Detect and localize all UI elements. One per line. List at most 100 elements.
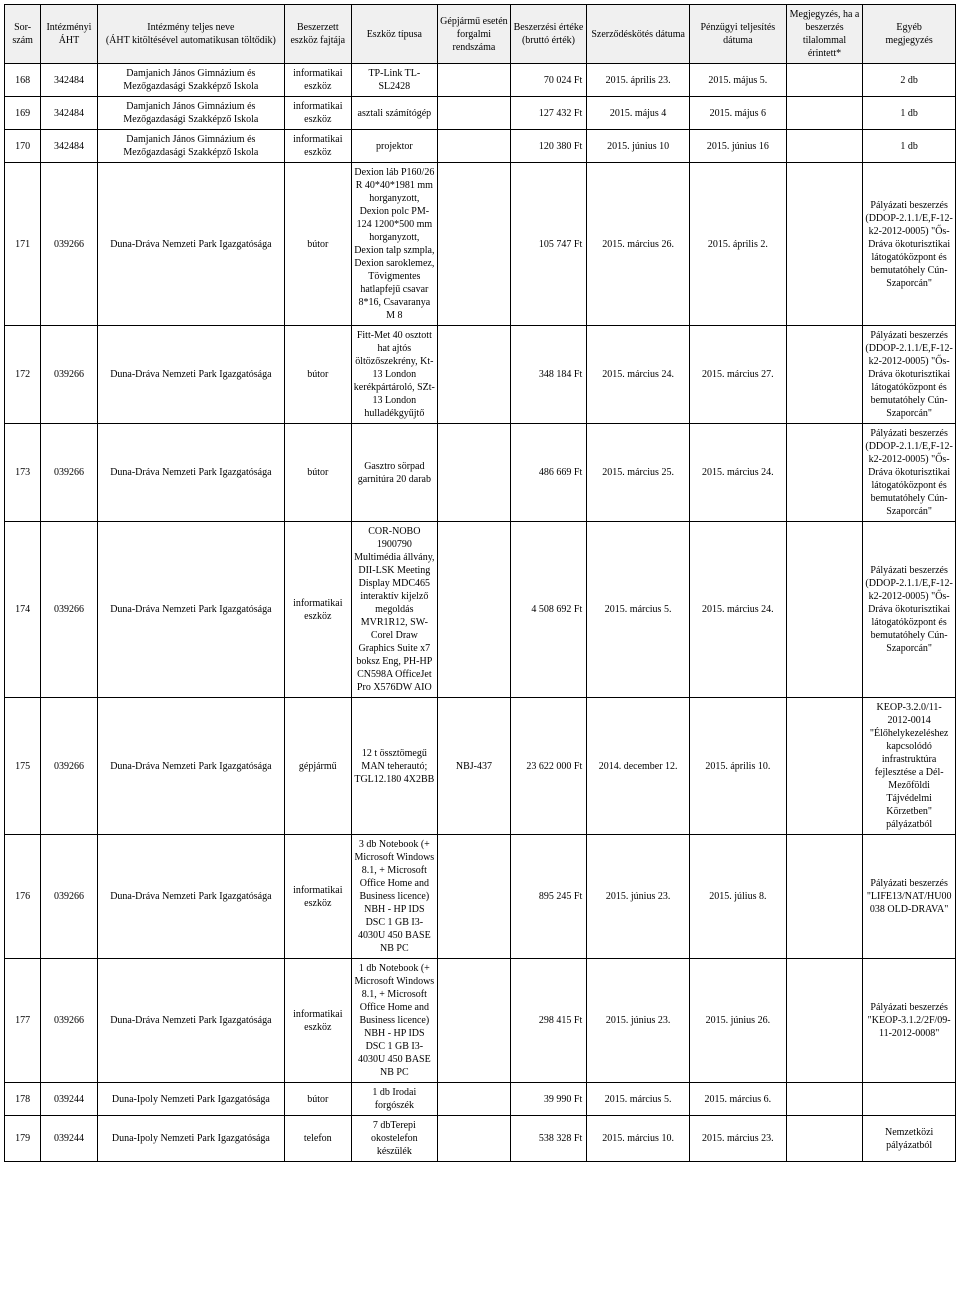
cell-rendszam bbox=[438, 64, 511, 97]
cell-aht: 039266 bbox=[41, 424, 97, 522]
table-row: 170342484Damjanich János Gimnázium és Me… bbox=[5, 130, 956, 163]
header-nev: Intézmény teljes neve (ÁHT kitöltésével … bbox=[97, 5, 284, 64]
cell-sorszam: 177 bbox=[5, 959, 41, 1083]
cell-sorszam: 169 bbox=[5, 97, 41, 130]
cell-szerzodes: 2015. március 5. bbox=[587, 522, 690, 698]
cell-rendszam bbox=[438, 97, 511, 130]
cell-tipus: COR-NOBO 1900790 Multimédia állvány, DII… bbox=[351, 522, 438, 698]
header-rendszam: Gépjármű esetén forgalmi rendszáma bbox=[438, 5, 511, 64]
cell-rendszam bbox=[438, 522, 511, 698]
cell-egyeb bbox=[863, 1083, 956, 1116]
header-fajta: Beszerzett eszköz fajtája bbox=[285, 5, 351, 64]
cell-ertek: 486 669 Ft bbox=[510, 424, 587, 522]
cell-tipus: Gasztro sörpad garnitúra 20 darab bbox=[351, 424, 438, 522]
cell-ertek: 120 380 Ft bbox=[510, 130, 587, 163]
cell-megjegyzes bbox=[786, 959, 863, 1083]
cell-megjegyzes bbox=[786, 97, 863, 130]
cell-fajta: informatikai eszköz bbox=[285, 130, 351, 163]
cell-rendszam: NBJ-437 bbox=[438, 698, 511, 835]
cell-aht: 039266 bbox=[41, 698, 97, 835]
cell-tipus: Fitt-Met 40 osztott hat ajtós öltözőszek… bbox=[351, 326, 438, 424]
cell-sorszam: 178 bbox=[5, 1083, 41, 1116]
cell-megjegyzes bbox=[786, 326, 863, 424]
cell-nev: Damjanich János Gimnázium és Mezőgazdasá… bbox=[97, 97, 284, 130]
cell-fajta: informatikai eszköz bbox=[285, 835, 351, 959]
cell-egyeb: Pályázati beszerzés (DDOP-2.1.1/E,F-12-k… bbox=[863, 424, 956, 522]
cell-megjegyzes bbox=[786, 1116, 863, 1162]
cell-ertek: 4 508 692 Ft bbox=[510, 522, 587, 698]
cell-rendszam bbox=[438, 1116, 511, 1162]
cell-sorszam: 168 bbox=[5, 64, 41, 97]
cell-egyeb: Pályázati beszerzés "KEOP-3.1.2/2F/09-11… bbox=[863, 959, 956, 1083]
cell-nev: Duna-Ipoly Nemzeti Park Igazgatósága bbox=[97, 1116, 284, 1162]
cell-penzugy: 2015. március 27. bbox=[690, 326, 787, 424]
cell-rendszam bbox=[438, 163, 511, 326]
cell-szerzodes: 2015. június 23. bbox=[587, 959, 690, 1083]
table-row: 178039244Duna-Ipoly Nemzeti Park Igazgat… bbox=[5, 1083, 956, 1116]
cell-szerzodes: 2015. március 25. bbox=[587, 424, 690, 522]
cell-fajta: bútor bbox=[285, 1083, 351, 1116]
cell-nev: Duna-Dráva Nemzeti Park Igazgatósága bbox=[97, 835, 284, 959]
cell-ertek: 70 024 Ft bbox=[510, 64, 587, 97]
table-row: 172039266Duna-Dráva Nemzeti Park Igazgat… bbox=[5, 326, 956, 424]
cell-nev: Damjanich János Gimnázium és Mezőgazdasá… bbox=[97, 130, 284, 163]
table-row: 175039266Duna-Dráva Nemzeti Park Igazgat… bbox=[5, 698, 956, 835]
cell-tipus: 7 dbTerepi okostelefon készülék bbox=[351, 1116, 438, 1162]
cell-sorszam: 174 bbox=[5, 522, 41, 698]
cell-aht: 342484 bbox=[41, 130, 97, 163]
cell-szerzodes: 2015. március 10. bbox=[587, 1116, 690, 1162]
cell-ertek: 39 990 Ft bbox=[510, 1083, 587, 1116]
table-row: 171039266Duna-Dráva Nemzeti Park Igazgat… bbox=[5, 163, 956, 326]
table-body: 168342484Damjanich János Gimnázium és Me… bbox=[5, 64, 956, 1162]
cell-egyeb: 1 db bbox=[863, 97, 956, 130]
table-header: Sor- szám Intézményi ÁHT Intézmény telje… bbox=[5, 5, 956, 64]
cell-tipus: projektor bbox=[351, 130, 438, 163]
cell-nev: Duna-Dráva Nemzeti Park Igazgatósága bbox=[97, 163, 284, 326]
cell-penzugy: 2015. március 6. bbox=[690, 1083, 787, 1116]
header-penzugy: Pénzügyi teljesítés dátuma bbox=[690, 5, 787, 64]
cell-penzugy: 2015. március 23. bbox=[690, 1116, 787, 1162]
cell-rendszam bbox=[438, 1083, 511, 1116]
table-row: 173039266Duna-Dráva Nemzeti Park Igazgat… bbox=[5, 424, 956, 522]
cell-aht: 039266 bbox=[41, 522, 97, 698]
cell-megjegyzes bbox=[786, 835, 863, 959]
cell-rendszam bbox=[438, 835, 511, 959]
cell-megjegyzes bbox=[786, 64, 863, 97]
cell-aht: 039266 bbox=[41, 959, 97, 1083]
cell-megjegyzes bbox=[786, 1083, 863, 1116]
cell-aht: 342484 bbox=[41, 97, 97, 130]
cell-penzugy: 2015. július 8. bbox=[690, 835, 787, 959]
header-aht: Intézményi ÁHT bbox=[41, 5, 97, 64]
cell-fajta: informatikai eszköz bbox=[285, 97, 351, 130]
header-szerzodes: Szerződéskötés dátuma bbox=[587, 5, 690, 64]
cell-ertek: 895 245 Ft bbox=[510, 835, 587, 959]
cell-aht: 039266 bbox=[41, 163, 97, 326]
cell-megjegyzes bbox=[786, 130, 863, 163]
cell-egyeb: Nemzetközi pályázatból bbox=[863, 1116, 956, 1162]
cell-ertek: 348 184 Ft bbox=[510, 326, 587, 424]
cell-penzugy: 2015. május 5. bbox=[690, 64, 787, 97]
cell-tipus: Dexion láb P160/26 R 40*40*1981 mm horga… bbox=[351, 163, 438, 326]
cell-szerzodes: 2014. december 12. bbox=[587, 698, 690, 835]
cell-aht: 039266 bbox=[41, 326, 97, 424]
header-egyeb: Egyéb megjegyzés bbox=[863, 5, 956, 64]
cell-megjegyzes bbox=[786, 698, 863, 835]
table-row: 179039244Duna-Ipoly Nemzeti Park Igazgat… bbox=[5, 1116, 956, 1162]
cell-rendszam bbox=[438, 326, 511, 424]
cell-fajta: informatikai eszköz bbox=[285, 522, 351, 698]
cell-fajta: informatikai eszköz bbox=[285, 64, 351, 97]
cell-megjegyzes bbox=[786, 424, 863, 522]
cell-penzugy: 2015. május 6 bbox=[690, 97, 787, 130]
cell-egyeb: Pályázati beszerzés (DDOP-2.1.1/E,F-12-k… bbox=[863, 163, 956, 326]
cell-aht: 039266 bbox=[41, 835, 97, 959]
cell-ertek: 538 328 Ft bbox=[510, 1116, 587, 1162]
cell-penzugy: 2015. június 26. bbox=[690, 959, 787, 1083]
cell-penzugy: 2015. március 24. bbox=[690, 522, 787, 698]
cell-penzugy: 2015. április 10. bbox=[690, 698, 787, 835]
cell-aht: 039244 bbox=[41, 1116, 97, 1162]
cell-fajta: bútor bbox=[285, 326, 351, 424]
cell-megjegyzes bbox=[786, 522, 863, 698]
cell-rendszam bbox=[438, 959, 511, 1083]
table-row: 176039266Duna-Dráva Nemzeti Park Igazgat… bbox=[5, 835, 956, 959]
cell-aht: 039244 bbox=[41, 1083, 97, 1116]
